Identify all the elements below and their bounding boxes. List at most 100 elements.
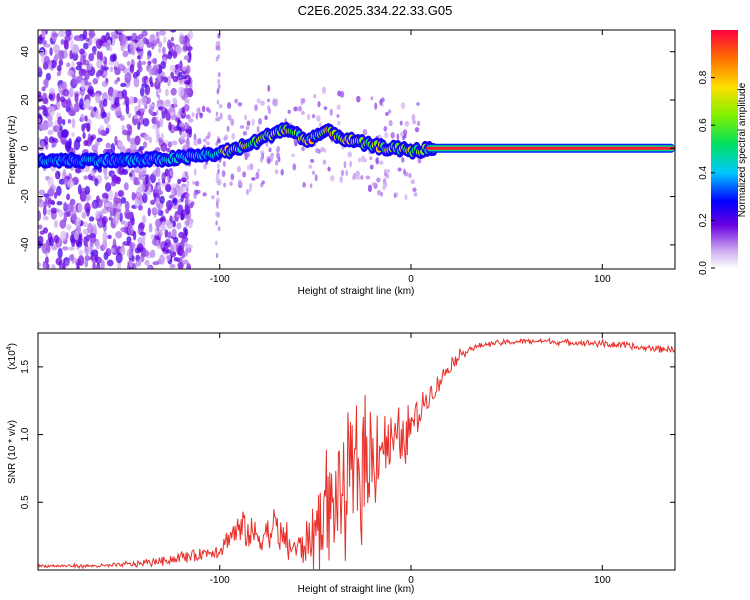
noise-speckle bbox=[152, 57, 158, 65]
noise-speckle bbox=[217, 40, 221, 46]
noise-speckle bbox=[83, 175, 89, 180]
noise-speckle bbox=[218, 103, 223, 109]
noise-speckle bbox=[161, 220, 166, 231]
noise-speckle bbox=[297, 105, 302, 112]
noise-speckle bbox=[92, 78, 99, 85]
noise-speckle bbox=[51, 263, 56, 269]
noise-speckle bbox=[104, 182, 112, 192]
noise-speckle bbox=[193, 138, 198, 146]
noise-speckle bbox=[58, 209, 64, 217]
noise-speckle bbox=[172, 97, 177, 104]
noise-speckle bbox=[38, 66, 42, 73]
y-tick-label: -40 bbox=[20, 237, 31, 252]
noise-speckle bbox=[412, 119, 416, 125]
noise-speckle bbox=[186, 93, 189, 99]
noise-speckle bbox=[150, 199, 156, 205]
colorbar-gradient bbox=[711, 30, 738, 268]
noise-speckle bbox=[313, 94, 317, 99]
noise-speckle bbox=[217, 116, 221, 122]
noise-speckle bbox=[231, 132, 236, 140]
noise-speckle bbox=[108, 189, 114, 201]
noise-speckle bbox=[345, 169, 349, 177]
snr-multiplier: (x104) bbox=[6, 343, 18, 370]
colorbar-tick-label: 0.8 bbox=[698, 70, 709, 84]
noise-speckle bbox=[138, 145, 145, 151]
noise-speckle bbox=[85, 37, 90, 42]
noise-speckle bbox=[41, 86, 46, 92]
noise-speckle bbox=[95, 113, 102, 120]
noise-speckle bbox=[38, 224, 43, 230]
noise-speckle bbox=[172, 197, 178, 206]
noise-speckle bbox=[69, 49, 73, 60]
noise-speckle bbox=[128, 124, 133, 136]
noise-speckle bbox=[109, 66, 114, 73]
noise-speckle bbox=[156, 64, 159, 70]
noise-speckle bbox=[164, 219, 171, 226]
noise-speckle bbox=[64, 140, 72, 150]
noise-speckle bbox=[180, 238, 185, 249]
snr-ticks: -100 0 100 0.5 1.0 1.5 bbox=[20, 333, 675, 586]
noise-speckle bbox=[329, 108, 333, 116]
noise-speckle bbox=[178, 79, 185, 86]
noise-speckle bbox=[56, 71, 61, 77]
noise-speckle bbox=[171, 228, 177, 238]
noise-speckle bbox=[129, 137, 136, 145]
noise-speckle bbox=[410, 179, 415, 185]
noise-speckle bbox=[301, 146, 305, 152]
noise-speckle bbox=[43, 106, 48, 113]
noise-speckle bbox=[87, 133, 92, 144]
noise-speckle bbox=[136, 55, 141, 60]
noise-speckle bbox=[192, 180, 195, 185]
noise-speckle bbox=[203, 138, 207, 143]
noise-speckle bbox=[137, 66, 143, 73]
noise-speckle bbox=[133, 180, 141, 186]
noise-speckle bbox=[102, 239, 108, 250]
noise-speckle bbox=[293, 138, 297, 144]
noise-speckle bbox=[144, 104, 148, 110]
noise-speckle bbox=[38, 35, 43, 45]
noise-speckle bbox=[131, 191, 136, 201]
noise-speckle bbox=[277, 156, 281, 162]
noise-speckle bbox=[194, 180, 200, 187]
noise-speckle bbox=[55, 173, 60, 180]
noise-speckle bbox=[73, 103, 78, 110]
noise-speckle bbox=[178, 86, 185, 98]
noise-speckle bbox=[58, 178, 66, 185]
noise-speckle bbox=[165, 88, 169, 97]
noise-speckle bbox=[95, 256, 103, 264]
noise-speckle bbox=[63, 201, 68, 211]
noise-speckle bbox=[162, 36, 167, 44]
noise-speckle bbox=[151, 238, 158, 246]
noise-speckle bbox=[57, 247, 63, 259]
noise-speckle bbox=[276, 152, 280, 158]
noise-speckle bbox=[187, 133, 190, 139]
noise-speckle bbox=[160, 75, 165, 82]
noise-speckle bbox=[100, 129, 106, 136]
noise-speckle bbox=[113, 61, 120, 68]
noise-speckle bbox=[83, 42, 89, 50]
noise-speckle bbox=[168, 121, 172, 131]
noise-speckle bbox=[135, 110, 142, 116]
noise-speckle bbox=[170, 186, 175, 197]
noise-speckle bbox=[110, 180, 117, 187]
noise-speckle bbox=[135, 259, 142, 267]
noise-speckle bbox=[260, 100, 265, 106]
noise-speckle bbox=[172, 50, 178, 59]
noise-speckle bbox=[181, 106, 185, 114]
noise-speckle bbox=[257, 168, 261, 173]
noise-speckle bbox=[216, 190, 220, 196]
noise-speckle bbox=[141, 83, 148, 88]
noise-speckle bbox=[216, 175, 220, 182]
noise-speckle bbox=[61, 262, 66, 269]
noise-speckle bbox=[151, 207, 158, 216]
noise-speckle bbox=[292, 163, 297, 171]
noise-speckle bbox=[46, 120, 54, 128]
noise-speckle bbox=[357, 157, 361, 163]
noise-speckle bbox=[136, 243, 144, 252]
noise-speckle bbox=[356, 175, 361, 180]
noise-speckle bbox=[89, 170, 96, 176]
noise-speckle bbox=[261, 180, 265, 185]
noise-speckle bbox=[182, 88, 191, 95]
noise-speckle bbox=[93, 106, 97, 112]
noise-speckle bbox=[184, 98, 188, 104]
